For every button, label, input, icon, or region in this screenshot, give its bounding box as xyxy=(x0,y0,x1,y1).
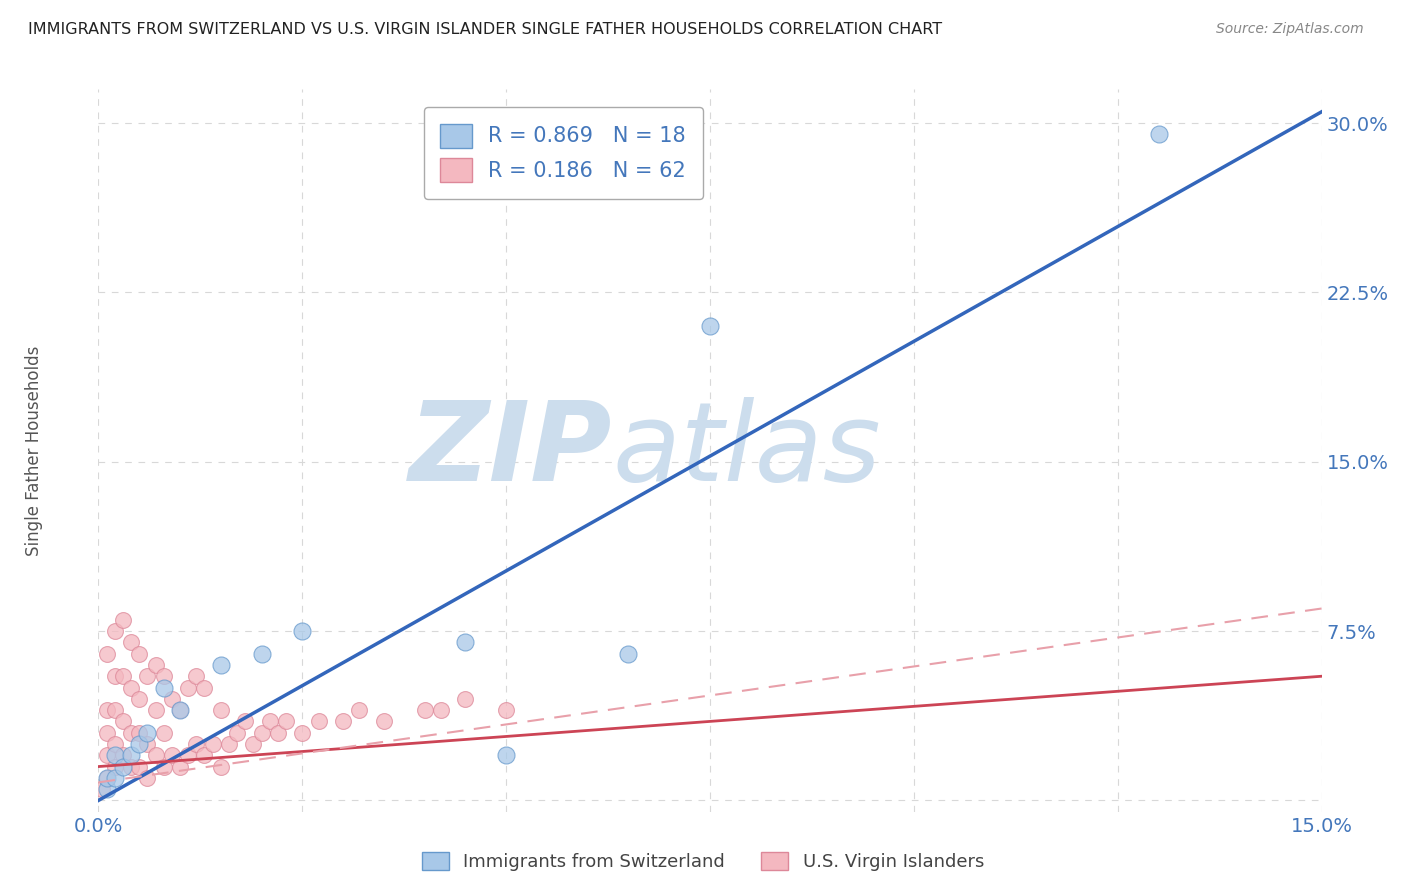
Point xyxy=(120,748,142,763)
Point xyxy=(177,681,200,695)
Point xyxy=(259,714,281,729)
Point xyxy=(120,759,142,773)
Text: atlas: atlas xyxy=(612,397,880,504)
Point xyxy=(91,782,114,797)
Point xyxy=(96,771,118,785)
Point xyxy=(128,759,150,773)
Point xyxy=(291,624,314,639)
Point xyxy=(209,703,232,717)
Point xyxy=(160,748,183,763)
Point xyxy=(96,771,118,785)
Point xyxy=(495,703,517,717)
Point xyxy=(454,635,477,649)
Point xyxy=(218,737,240,751)
Point xyxy=(308,714,330,729)
Point xyxy=(169,703,191,717)
Point xyxy=(152,681,174,695)
Point xyxy=(291,725,314,739)
Point xyxy=(128,737,150,751)
Point xyxy=(104,759,127,773)
Legend: R = 0.869   N = 18, R = 0.186   N = 62: R = 0.869 N = 18, R = 0.186 N = 62 xyxy=(423,107,703,199)
Point xyxy=(267,725,290,739)
Point xyxy=(413,703,436,717)
Point xyxy=(169,703,191,717)
Point xyxy=(111,669,134,683)
Point xyxy=(152,759,174,773)
Point xyxy=(193,748,215,763)
Point xyxy=(250,647,273,661)
Point xyxy=(495,748,517,763)
Text: ZIP: ZIP xyxy=(409,397,612,504)
Point xyxy=(120,681,142,695)
Point xyxy=(104,669,127,683)
Point xyxy=(96,782,118,797)
Point xyxy=(373,714,395,729)
Point xyxy=(332,714,354,729)
Point xyxy=(136,669,159,683)
Point xyxy=(152,669,174,683)
Point xyxy=(104,703,127,717)
Point xyxy=(120,635,142,649)
Point xyxy=(201,737,224,751)
Point xyxy=(617,647,640,661)
Point xyxy=(145,703,167,717)
Text: IMMIGRANTS FROM SWITZERLAND VS U.S. VIRGIN ISLANDER SINGLE FATHER HOUSEHOLDS COR: IMMIGRANTS FROM SWITZERLAND VS U.S. VIRG… xyxy=(28,22,942,37)
Point xyxy=(209,759,232,773)
Point xyxy=(104,624,127,639)
Point xyxy=(699,319,721,334)
Point xyxy=(193,681,215,695)
Point xyxy=(136,725,159,739)
Point xyxy=(430,703,453,717)
Point xyxy=(209,657,232,672)
Point xyxy=(169,759,191,773)
Point xyxy=(104,737,127,751)
Point xyxy=(136,737,159,751)
Point xyxy=(111,714,134,729)
Point xyxy=(186,737,208,751)
Point xyxy=(226,725,249,739)
Point xyxy=(128,725,150,739)
Point xyxy=(96,647,118,661)
Point xyxy=(274,714,297,729)
Point xyxy=(233,714,256,729)
Point xyxy=(160,691,183,706)
Point xyxy=(111,613,134,627)
Point xyxy=(242,737,264,751)
Point xyxy=(177,748,200,763)
Point xyxy=(111,759,134,773)
Point xyxy=(96,703,118,717)
Point xyxy=(96,748,118,763)
Point xyxy=(104,771,127,785)
Point xyxy=(128,647,150,661)
Point xyxy=(454,691,477,706)
Text: Source: ZipAtlas.com: Source: ZipAtlas.com xyxy=(1216,22,1364,37)
Y-axis label: Single Father Households: Single Father Households xyxy=(25,345,42,556)
Point xyxy=(250,725,273,739)
Point xyxy=(96,725,118,739)
Point xyxy=(145,748,167,763)
Point xyxy=(152,725,174,739)
Point xyxy=(349,703,371,717)
Legend: Immigrants from Switzerland, U.S. Virgin Islanders: Immigrants from Switzerland, U.S. Virgin… xyxy=(415,845,991,879)
Point xyxy=(111,748,134,763)
Point xyxy=(1147,128,1170,142)
Point xyxy=(128,691,150,706)
Point xyxy=(136,771,159,785)
Point xyxy=(186,669,208,683)
Point xyxy=(104,748,127,763)
Point xyxy=(145,657,167,672)
Point xyxy=(120,725,142,739)
